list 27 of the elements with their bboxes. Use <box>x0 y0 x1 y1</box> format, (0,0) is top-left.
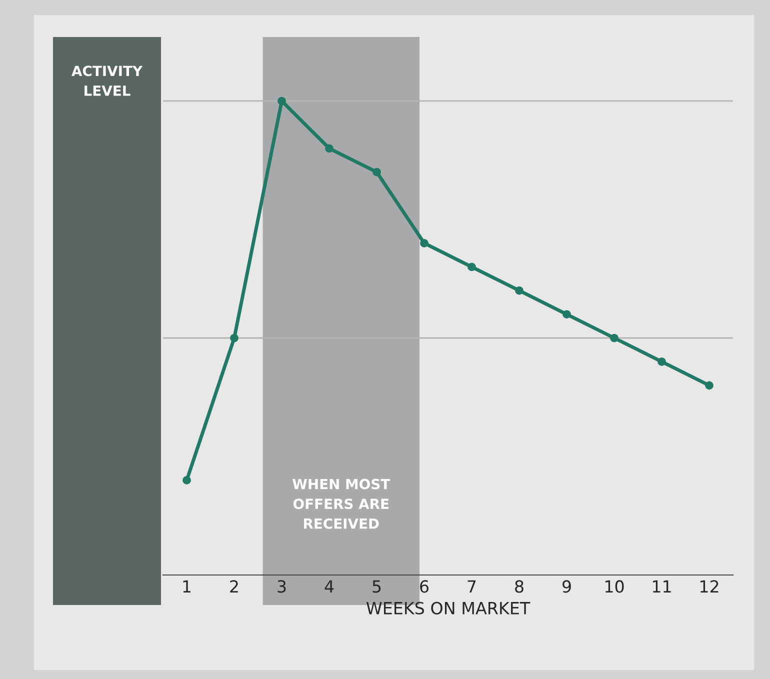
x-tick-label: 12 <box>700 580 718 593</box>
point <box>182 476 191 484</box>
x-tick-label: 1 <box>183 580 191 593</box>
x-axis-title: WEEKS ON MARKET <box>366 602 530 614</box>
point <box>705 381 714 390</box>
y-axis-title: ACTIVITY LEVEL <box>72 66 143 96</box>
point <box>278 96 286 106</box>
band-label: WHEN MOST OFFERS ARE RECEIVED <box>292 478 390 529</box>
point <box>468 262 476 272</box>
x-tick-label: 8 <box>515 580 524 593</box>
x-tick-label: 11 <box>652 580 671 593</box>
point <box>562 310 571 318</box>
x-tick-label: 4 <box>324 580 334 593</box>
point <box>325 144 334 153</box>
point <box>515 286 524 295</box>
x-tick-label: 7 <box>468 580 476 593</box>
x-tick-label: 9 <box>562 580 571 593</box>
point <box>230 334 238 342</box>
x-tick-label: 3 <box>278 580 286 593</box>
point <box>372 168 381 176</box>
x-tick-label: 10 <box>605 580 624 593</box>
x-tick-label: 6 <box>420 580 429 593</box>
x-tick-label: 2 <box>230 580 238 593</box>
point <box>420 239 428 248</box>
point <box>658 358 666 366</box>
point <box>610 334 618 342</box>
x-tick-label: 5 <box>372 580 381 593</box>
